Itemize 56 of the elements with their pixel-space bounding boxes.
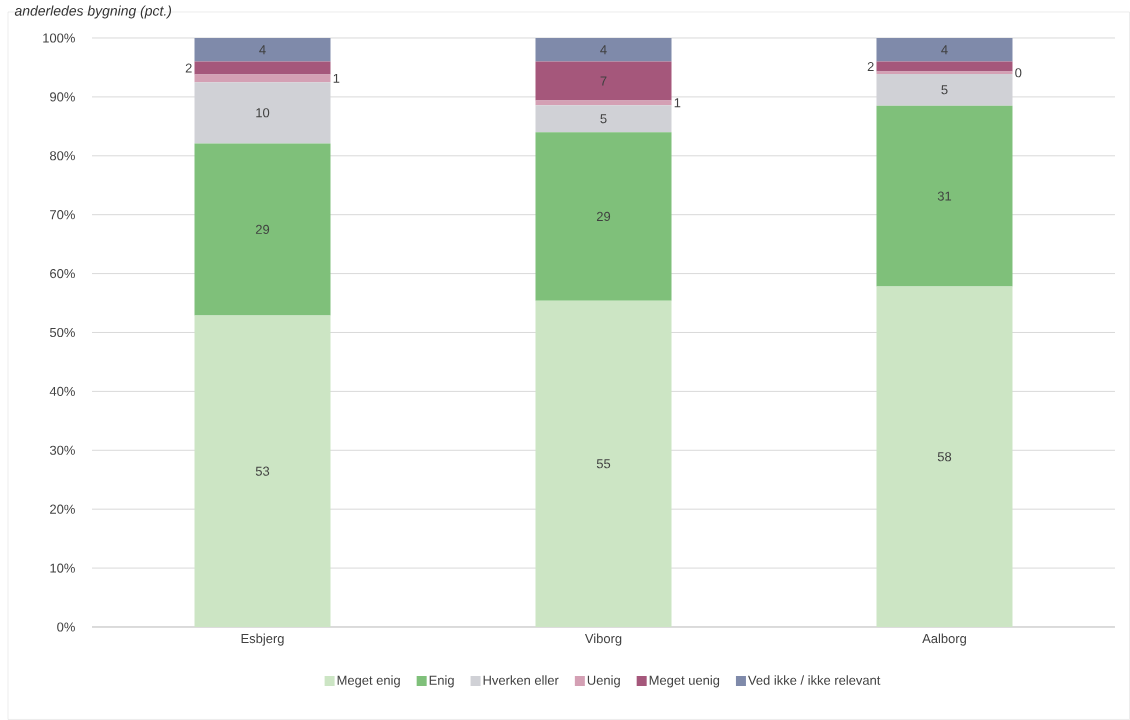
bar: [535, 105, 672, 133]
bar: [194, 315, 331, 627]
data-label: 0: [1015, 68, 1022, 78]
data-label: 31: [937, 191, 952, 201]
data-label: 1: [674, 98, 681, 108]
bar: [535, 61, 672, 101]
data-label: 53: [255, 466, 270, 476]
y-tick-label: 10%: [50, 563, 75, 573]
bar: [535, 300, 672, 627]
data-label: 58: [937, 452, 952, 462]
legend-label: Meget uenig: [649, 675, 720, 688]
data-label: 10: [256, 108, 270, 118]
data-label: 2: [867, 62, 874, 72]
bar: [194, 143, 331, 316]
y-tick-label: 30%: [49, 445, 75, 455]
data-label: 5: [941, 85, 948, 95]
x-tick-label: Esbjerg: [241, 633, 284, 646]
bar: [876, 61, 1013, 72]
bar: [876, 73, 1013, 106]
bar: [194, 61, 331, 75]
y-tick-label: 90%: [50, 92, 75, 102]
data-label: 29: [255, 224, 270, 234]
bar: [535, 37, 672, 62]
y-tick-label: 60%: [50, 268, 75, 279]
bar: [535, 132, 672, 301]
y-tick-label: 50%: [49, 327, 75, 338]
legend-label: Ved ikke / ikke relevant: [748, 675, 881, 685]
chart-title: anderledes bygning (pct.): [14, 5, 172, 19]
y-tick-label: 40%: [49, 386, 75, 396]
y-tick-label: 70%: [50, 210, 75, 220]
data-label: 4: [259, 45, 266, 55]
bar: [194, 74, 331, 83]
data-label: 55: [596, 459, 611, 469]
y-tick-label: 100%: [43, 33, 75, 43]
data-label: 4: [941, 45, 948, 55]
data-label: 1: [333, 73, 340, 83]
legend-label: Meget enig: [337, 675, 400, 688]
legend-label: Enig: [429, 675, 454, 688]
data-label: 29: [596, 211, 611, 222]
x-tick-label: Aalborg: [922, 633, 966, 646]
data-label: 7: [600, 76, 607, 86]
legend-label: Hverken eller: [483, 675, 559, 685]
bar: [876, 105, 1013, 287]
bar: [876, 37, 1013, 62]
x-tick-label: Viborg: [584, 633, 622, 646]
data-label: 5: [600, 114, 607, 124]
y-tick-label: 0%: [57, 622, 75, 632]
bar: [194, 37, 331, 62]
data-label: 2: [185, 63, 192, 73]
data-label: 4: [600, 45, 607, 55]
legend-label: Uenig: [587, 675, 620, 688]
bar: [535, 100, 672, 106]
bar: [876, 286, 1013, 627]
bar: [194, 82, 331, 144]
y-tick-label: 80%: [50, 151, 75, 161]
y-tick-label: 20%: [50, 504, 75, 514]
